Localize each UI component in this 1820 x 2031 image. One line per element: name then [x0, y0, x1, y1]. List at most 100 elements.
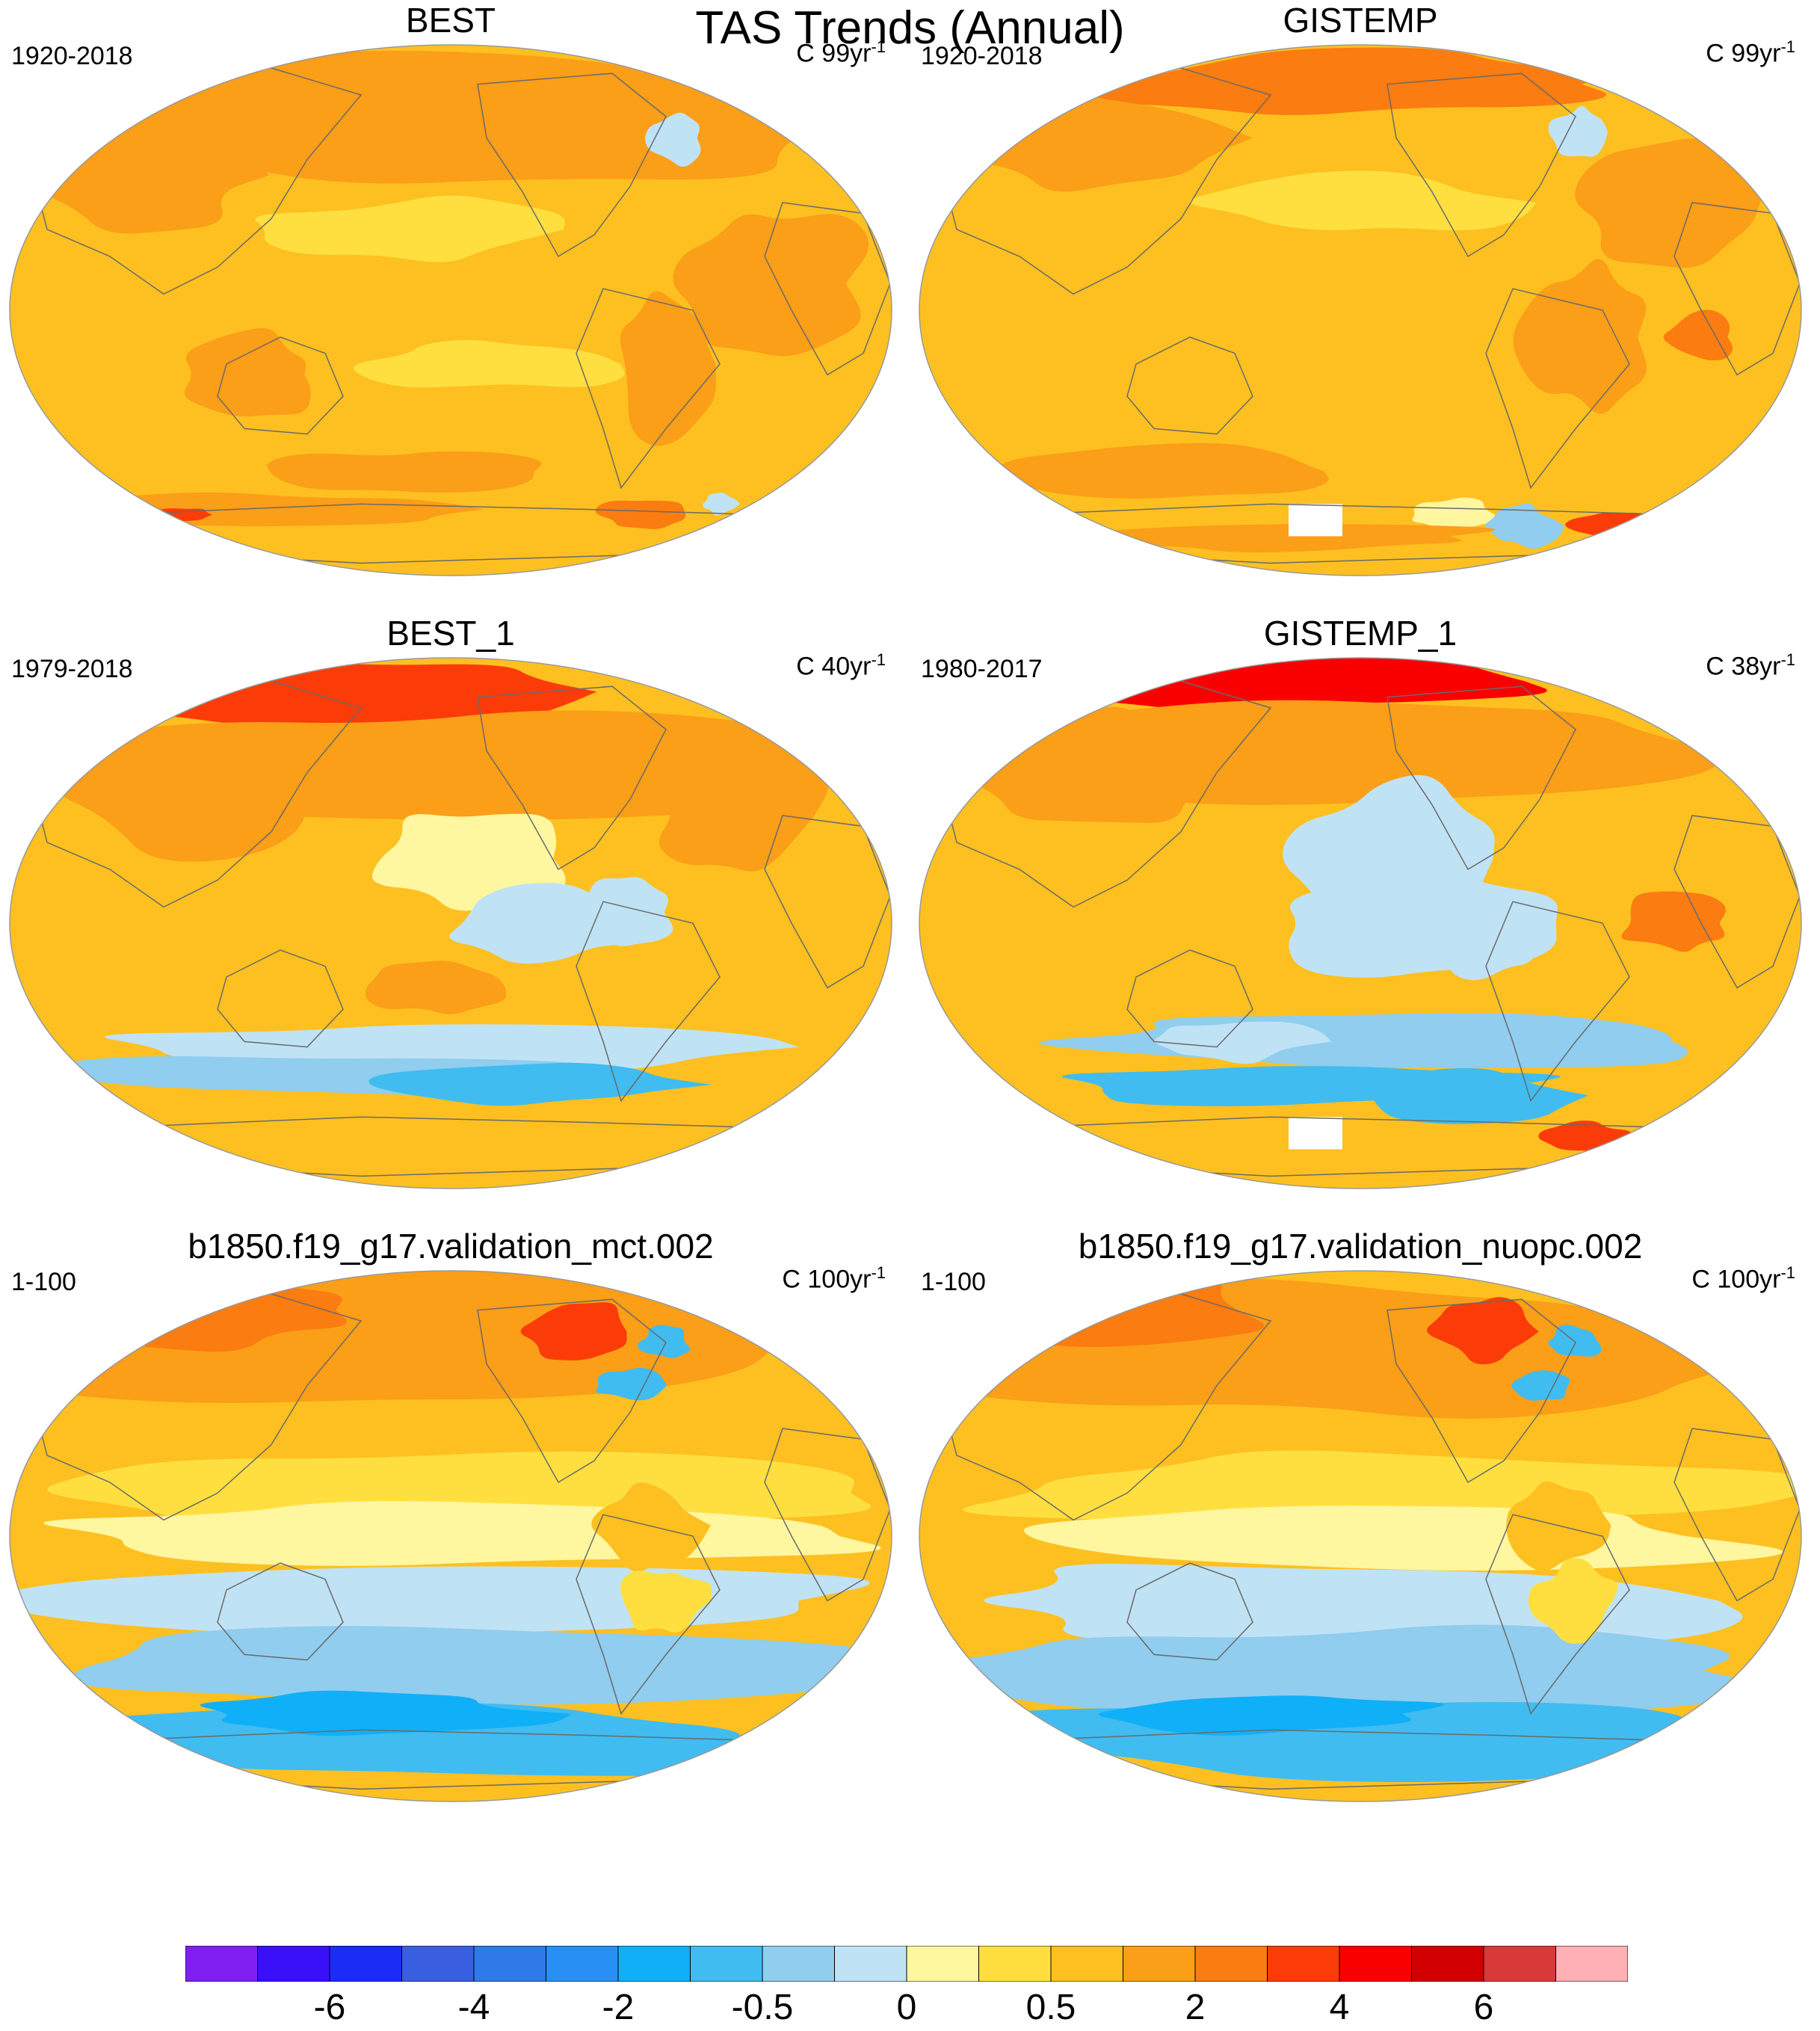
trend-contour	[620, 1571, 712, 1633]
panel-years: 1-100	[11, 1268, 76, 1296]
panel-units: C 40yr-1	[796, 650, 886, 681]
trend-contour	[1575, 138, 1774, 268]
panel-title: GISTEMP_1	[1263, 614, 1457, 653]
colorbar-swatch	[1555, 1946, 1628, 1982]
trend-contour	[1528, 1558, 1618, 1644]
colorbar-swatch	[1123, 1946, 1196, 1982]
trend-contour	[999, 443, 1329, 499]
coastline	[1386, 1298, 1576, 1484]
map-outline	[919, 1270, 1802, 1802]
map-outline	[9, 44, 892, 576]
trend-contour	[1098, 1695, 1444, 1736]
trend-contour	[1427, 1297, 1539, 1365]
coastline	[1386, 685, 1576, 871]
panel-title: b1850.f19_g17.validation_mct.002	[188, 1227, 714, 1266]
map-panel: BEST_1 1979-2018 C 40yr-1	[2, 613, 899, 1226]
coastline	[477, 1298, 667, 1484]
colorbar-swatch	[185, 1946, 258, 1982]
panel-title: GISTEMP	[1283, 1, 1438, 40]
missing-data-region	[1289, 504, 1342, 537]
trend-contour	[586, 877, 673, 946]
trend-contour	[591, 1482, 711, 1572]
colorbar-swatch	[1339, 1946, 1412, 1982]
map-panel: GISTEMP_1 1980-2017 C 38yr-1	[912, 613, 1809, 1226]
colorbar-swatch	[1194, 1946, 1268, 1982]
coastline	[477, 73, 667, 258]
trend-contour	[595, 500, 686, 529]
coastline	[1485, 288, 1630, 490]
trend-contour	[1641, 520, 1741, 549]
robinson-map	[919, 1270, 1802, 1802]
trend-contour	[1412, 497, 1496, 531]
trend-contour	[1154, 1021, 1332, 1064]
trend-contour	[1621, 891, 1726, 952]
coastline	[1485, 1514, 1630, 1716]
map-outline	[9, 657, 892, 1189]
coastline	[576, 288, 721, 490]
trend-contour	[673, 214, 869, 357]
colorbar	[185, 1946, 1628, 1982]
colorbar-tick-label: 6	[1473, 1988, 1494, 2027]
colorbar-tick-label: -2	[602, 1988, 635, 2027]
panel-years: 1-100	[921, 1268, 986, 1296]
map-panel: b1850.f19_g17.validation_nuopc.002 1-100 C…	[912, 1226, 1809, 1839]
colorbar-swatch	[690, 1946, 763, 1982]
missing-data-region	[1683, 499, 1755, 526]
colorbar-swatch	[1267, 1946, 1340, 1982]
robinson-map	[9, 44, 892, 576]
trend-contour	[1373, 1067, 1589, 1124]
coastline	[1485, 901, 1630, 1103]
colorbar-swatch	[329, 1946, 402, 1982]
panel-years: 1980-2017	[921, 655, 1043, 683]
map-outline	[919, 44, 1802, 576]
colorbar-swatch	[978, 1946, 1052, 1982]
trend-contour	[46, 733, 305, 862]
panel-units: C 100yr-1	[1691, 1263, 1795, 1294]
panel-units: C 99yr-1	[1706, 37, 1795, 68]
colorbar-tick-label: 2	[1185, 1988, 1206, 2027]
colorbar-swatch	[1483, 1946, 1556, 1982]
coastline	[1126, 1562, 1253, 1661]
trend-contour	[73, 1626, 892, 1705]
trend-contour	[658, 749, 828, 872]
colorbar-tick-label: -4	[457, 1988, 490, 2027]
trend-contour	[267, 451, 542, 493]
missing-data-region	[1289, 1117, 1342, 1150]
map-outline	[919, 657, 1802, 1189]
coastline	[217, 336, 344, 435]
robinson-map	[9, 1270, 892, 1802]
panel-years: 1920-2018	[921, 42, 1043, 70]
missing-data-region	[1683, 1112, 1755, 1138]
panel-title: BEST_1	[386, 614, 515, 653]
trend-contour	[184, 327, 311, 417]
colorbar-swatch	[1050, 1946, 1123, 1982]
colorbar-tick-label: -0.5	[731, 1988, 794, 2027]
trend-contour	[1511, 1370, 1570, 1401]
panel-title: b1850.f19_g17.validation_nuopc.002	[1078, 1227, 1643, 1266]
trend-contour	[919, 1624, 1770, 1718]
colorbar-tick-label: 4	[1329, 1988, 1350, 2027]
colorbar-swatch	[906, 1946, 979, 1982]
map-panel: GISTEMP 1920-2018 C 99yr-1	[912, 0, 1809, 613]
trend-contour	[1548, 1325, 1602, 1357]
trend-contour	[1190, 170, 1537, 231]
colorbar-tick-label: -6	[313, 1988, 346, 2027]
trend-contour	[703, 493, 740, 516]
colorbar-swatch	[257, 1946, 330, 1982]
panel-years: 1920-2018	[11, 42, 133, 70]
trend-contour	[365, 961, 507, 1014]
trend-contour	[354, 339, 625, 388]
colorbar-swatch	[762, 1946, 835, 1982]
colorbar-swatch	[546, 1946, 619, 1982]
coastline	[576, 901, 721, 1103]
panel-units: C 100yr-1	[782, 1263, 886, 1294]
panel-years: 1979-2018	[11, 655, 133, 683]
panel-title: BEST	[405, 1, 496, 40]
trend-contour	[645, 112, 701, 167]
figure-title: TAS Trends (Annual)	[695, 2, 1125, 54]
robinson-map	[919, 657, 1802, 1189]
trend-contour	[255, 195, 565, 262]
trend-contour	[44, 1117, 664, 1159]
coastline	[576, 1514, 721, 1716]
map-panel: BEST 1920-2018 C 99yr-1	[2, 0, 899, 613]
